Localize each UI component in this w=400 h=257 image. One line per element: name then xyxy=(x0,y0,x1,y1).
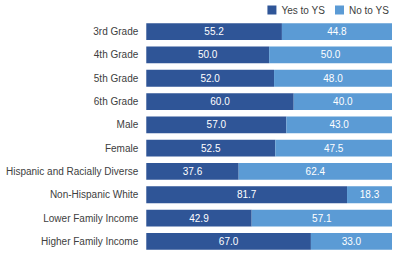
svg-text:55.2: 55.2 xyxy=(204,26,224,37)
svg-text:Female: Female xyxy=(105,143,139,154)
svg-text:18.3: 18.3 xyxy=(360,189,380,200)
svg-text:6th Grade: 6th Grade xyxy=(94,96,139,107)
svg-text:50.0: 50.0 xyxy=(198,49,218,60)
svg-text:52.5: 52.5 xyxy=(201,143,221,154)
svg-text:37.6: 37.6 xyxy=(183,166,203,177)
svg-text:3rd Grade: 3rd Grade xyxy=(93,26,138,37)
svg-text:44.8: 44.8 xyxy=(327,26,347,37)
svg-text:57.0: 57.0 xyxy=(207,119,227,130)
svg-text:No to YS: No to YS xyxy=(349,5,389,16)
svg-text:Non-Hispanic White: Non-Hispanic White xyxy=(50,189,139,200)
svg-text:48.0: 48.0 xyxy=(323,73,343,84)
svg-text:Lower Family Income: Lower Family Income xyxy=(43,213,138,224)
svg-text:57.1: 57.1 xyxy=(312,213,332,224)
svg-text:67.0: 67.0 xyxy=(219,236,239,247)
svg-text:4th Grade: 4th Grade xyxy=(94,49,139,60)
svg-text:Higher Family Income: Higher Family Income xyxy=(41,236,139,247)
svg-text:81.7: 81.7 xyxy=(237,189,257,200)
svg-text:42.9: 42.9 xyxy=(189,213,209,224)
svg-text:Male: Male xyxy=(117,119,139,130)
svg-text:60.0: 60.0 xyxy=(210,96,230,107)
svg-text:50.0: 50.0 xyxy=(321,49,341,60)
svg-text:5th Grade: 5th Grade xyxy=(94,73,139,84)
svg-text:33.0: 33.0 xyxy=(342,236,362,247)
svg-text:52.0: 52.0 xyxy=(200,73,220,84)
svg-text:47.5: 47.5 xyxy=(324,143,344,154)
svg-text:43.0: 43.0 xyxy=(329,119,349,130)
svg-text:62.4: 62.4 xyxy=(306,166,326,177)
svg-text:40.0: 40.0 xyxy=(333,96,353,107)
svg-text:Yes to YS: Yes to YS xyxy=(281,5,325,16)
svg-text:Hispanic and Racially Diverse: Hispanic and Racially Diverse xyxy=(6,166,139,177)
